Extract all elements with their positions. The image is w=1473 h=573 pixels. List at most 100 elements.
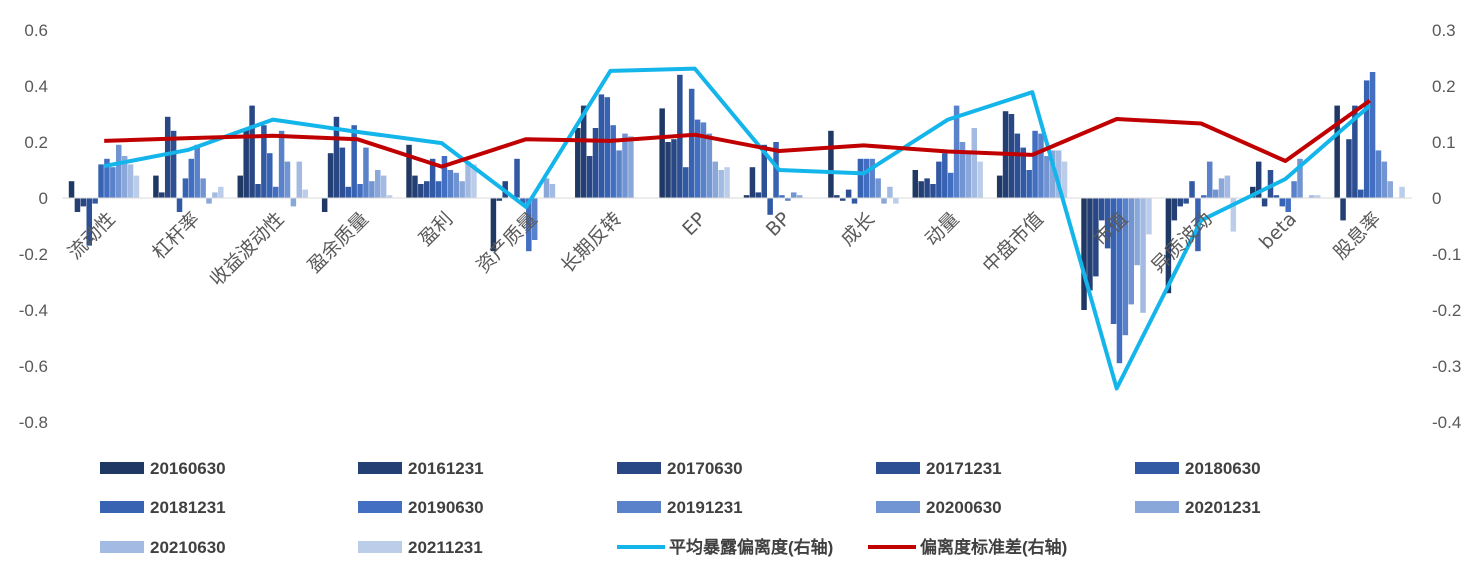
bar-20211231-12 [1146,198,1152,235]
bar-20190630-14 [1285,198,1291,212]
bar-20191231-3 [363,147,369,198]
bar-20191231-14 [1291,181,1297,198]
bar-20160630-4 [406,144,412,198]
bar-20210630-3 [380,175,387,198]
legend: 20160630 20161231 20170630 20171231 20180630… [100,459,1261,557]
bar-20181231-6 [604,97,611,198]
std-deviation-line [104,98,1371,169]
right-axis-tick-label: 0.2 [1432,77,1456,96]
bar-20181231-3 [351,125,357,198]
bar-20211231-14 [1314,195,1321,198]
left-axis-tick-label: 0.4 [24,77,48,96]
bar-20211231-15 [1399,186,1405,198]
bar-20180630-14 [1273,195,1280,198]
bar-20161231-8 [749,167,756,198]
category-label: EP [678,208,710,240]
bar-20181231-14 [1279,198,1286,207]
bar-20180630-0 [92,198,98,204]
bar-20181231-15 [1363,80,1370,198]
category-label: 股息率 [1329,208,1385,264]
bar-20180630-4 [429,158,436,198]
bar-20170630-0 [80,198,87,207]
bar-20160630-11 [996,175,1003,198]
bar-20161231-12 [1087,198,1093,291]
bar-20200630-0 [115,144,122,198]
bar-20201231-10 [965,150,972,198]
bar-20201231-5 [543,178,550,198]
bar-20200630-11 [1044,156,1050,198]
bar-20160630-12 [1081,198,1087,310]
bar-20201231-2 [290,198,297,207]
left-axis-tick-label: -0.6 [19,357,48,376]
bar-20210630-7 [718,170,724,198]
right-axis-tick-label: 0 [1432,189,1441,208]
legend-bar-swatch [100,541,144,553]
bar-20170630-4 [418,184,424,198]
bar-20211231-2 [302,189,308,198]
bar-20201231-1 [206,198,212,204]
legend-label: 20210630 [150,538,226,557]
bar-20200630-4 [453,172,459,198]
bar-20201231-13 [1218,178,1225,198]
left-axis-tick-label: 0.2 [24,133,48,152]
bar-20200630-15 [1381,161,1388,198]
bar-20160630-14 [1250,186,1256,198]
bar-20200630-7 [706,133,713,198]
bar-20200630-9 [875,178,881,198]
category-label: BP [762,208,795,241]
bar-20170630-8 [755,192,762,198]
bar-20191231-5 [531,198,538,240]
category-label: 异质波动 [1147,208,1216,277]
bar-20160630-1 [153,175,159,198]
bar-20191231-9 [869,158,875,198]
bar-20190630-5 [526,198,532,252]
bar-20181231-8 [773,142,779,198]
category-label: 杠杆率 [148,208,204,264]
legend-label: 20211231 [408,538,483,557]
bar-20201231-9 [881,198,887,204]
bar-20210630-13 [1224,175,1231,198]
bar-20190630-2 [272,186,279,198]
bar-20160630-5 [490,198,497,252]
bar-20180630-15 [1358,189,1364,198]
bar-20210630-1 [212,192,218,198]
bar-20181231-11 [1026,170,1032,198]
bar-20181231-0 [98,164,104,198]
bar-20210630-11 [1055,150,1062,198]
bar-20170630-9 [839,198,846,201]
bar-20191231-11 [1038,133,1044,198]
bar-20180630-5 [514,158,520,198]
bar-20190630-15 [1369,72,1376,198]
bar-20161231-2 [243,128,249,198]
bar-20180630-2 [261,125,267,198]
bar-20210630-2 [296,161,303,198]
bar-20200630-1 [200,178,206,198]
bar-20210630-14 [1309,195,1315,198]
bar-20171231-0 [86,198,92,246]
bar-20211231-10 [977,161,983,198]
bar-20160630-10 [912,170,919,198]
bar-20191231-4 [447,170,454,198]
bar-20170630-15 [1346,139,1352,198]
right-axis-tick-label: -0.2 [1432,301,1461,320]
bar-20191231-7 [700,122,707,198]
bar-20161231-9 [834,195,840,198]
legend-bar-swatch [1135,501,1179,513]
legend-label: 偏离度标准差(右轴) [920,537,1067,557]
bar-20211231-11 [1061,161,1068,198]
legend-label: 20190630 [408,498,484,517]
category-label: 盈利 [415,208,457,250]
bar-20191231-12 [1122,198,1129,336]
bar-20171231-3 [339,147,346,198]
bar-20190630-4 [441,156,448,198]
bar-20181231-9 [857,158,864,198]
legend-label: 20170630 [667,459,743,478]
left-axis-tick-label: 0.6 [24,21,48,40]
bar-20161231-13 [1171,198,1178,221]
right-axis-tick-label: -0.1 [1432,245,1461,264]
legend-bar-swatch [358,462,402,474]
legend-bar-swatch [100,501,144,513]
bar-20211231-3 [386,195,393,198]
bar-20191231-0 [110,167,116,198]
right-axis-tick-label: 0.1 [1432,133,1456,152]
